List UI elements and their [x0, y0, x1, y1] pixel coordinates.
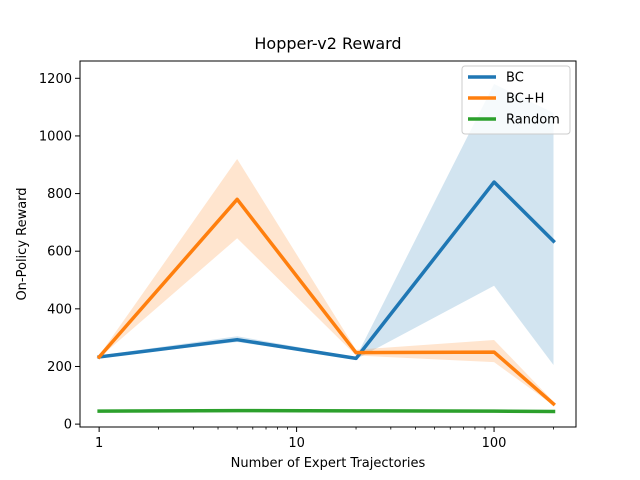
- x-tick-label: 100: [482, 436, 507, 451]
- y-tick-label: 800: [47, 187, 72, 202]
- x-tick-label: 10: [288, 436, 305, 451]
- legend: BC BC+H Random: [461, 65, 571, 135]
- x-axis: 1 10 100: [95, 427, 554, 451]
- y-tick-label: 0: [64, 418, 72, 433]
- line-bc-h: [96, 197, 556, 407]
- legend-label-random: Random: [506, 113, 560, 128]
- x-tick-label: 1: [95, 436, 103, 451]
- band-bc-h: [99, 158, 554, 406]
- y-tick-label: 200: [47, 360, 72, 375]
- y-tick-label: 600: [47, 245, 72, 260]
- y-tick-label: 400: [47, 302, 72, 317]
- legend-label-bc-h: BC+H: [506, 92, 544, 107]
- x-axis-label: Number of Expert Trajectories: [231, 456, 426, 471]
- line-bc: [97, 180, 556, 361]
- chart-title: Hopper-v2 Reward: [254, 34, 401, 53]
- series-lines: [96, 180, 556, 414]
- y-tick-label: 1000: [39, 129, 72, 144]
- y-tick-label: 1200: [39, 72, 72, 87]
- y-axis-label: On-Policy Reward: [15, 187, 30, 300]
- line-random: [97, 408, 556, 414]
- plot-frame: [79, 60, 577, 428]
- legend-label-bc: BC: [506, 71, 524, 86]
- y-axis: 0 200 400 600 800 1000 1200: [39, 72, 80, 433]
- band-bc: [99, 84, 554, 366]
- legend-box: [461, 65, 571, 135]
